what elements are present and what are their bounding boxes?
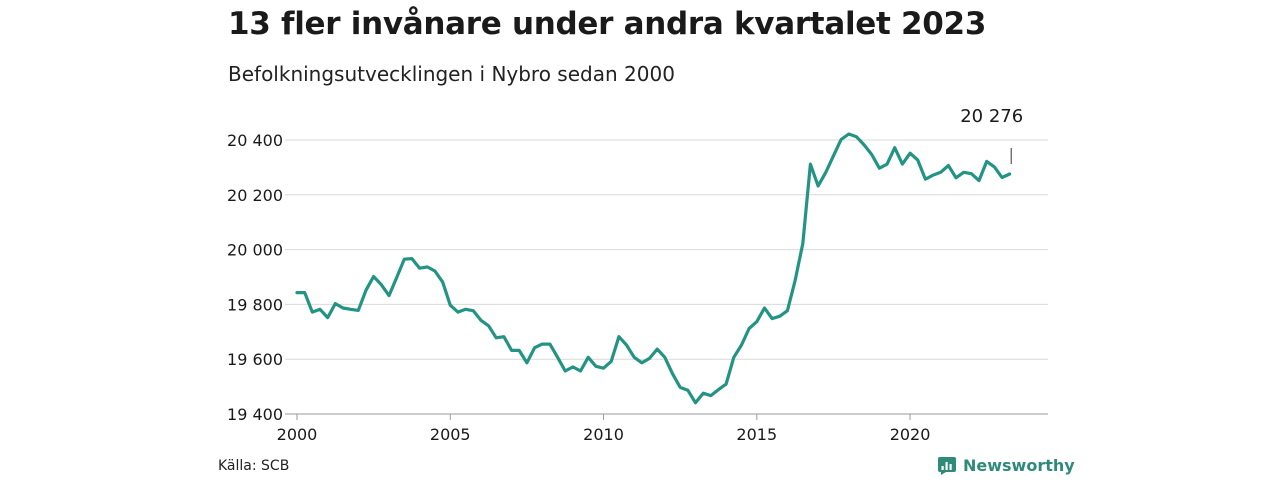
x-tick-label: 2010 — [583, 425, 624, 444]
last-value-label: 20 276 — [960, 106, 1023, 127]
y-tick-label: 19 600 — [227, 350, 283, 369]
x-tick-label: 2015 — [736, 425, 777, 444]
gridlines — [285, 139, 1048, 415]
x-tick-label: 2000 — [277, 425, 318, 444]
y-tick-label: 19 800 — [227, 295, 283, 314]
y-tick-label: 20 200 — [227, 186, 283, 205]
y-axis-ticks: 19 400 19 600 19 800 20 000 20 200 20 400 — [227, 131, 283, 424]
x-tick-label: 2020 — [890, 425, 931, 444]
y-tick-label: 20 000 — [227, 241, 283, 260]
chart-title: 13 fler invånare under andra kvartalet 2… — [228, 6, 987, 42]
x-tick-label: 2005 — [430, 425, 471, 444]
brand-name: Newsworthy — [963, 456, 1075, 475]
x-axis-ticks: 2000 2005 2010 2015 2020 — [277, 414, 931, 444]
y-tick-label: 19 400 — [227, 405, 283, 424]
newsworthy-brand[interactable]: Newsworthy — [938, 456, 1075, 475]
chart-subtitle: Befolkningsutvecklingen i Nybro sedan 20… — [228, 62, 675, 86]
population-series-line — [295, 132, 1012, 405]
newsworthy-logo-icon — [938, 456, 956, 475]
source-label: Källa: SCB — [218, 458, 290, 474]
y-tick-label: 20 400 — [227, 131, 283, 150]
